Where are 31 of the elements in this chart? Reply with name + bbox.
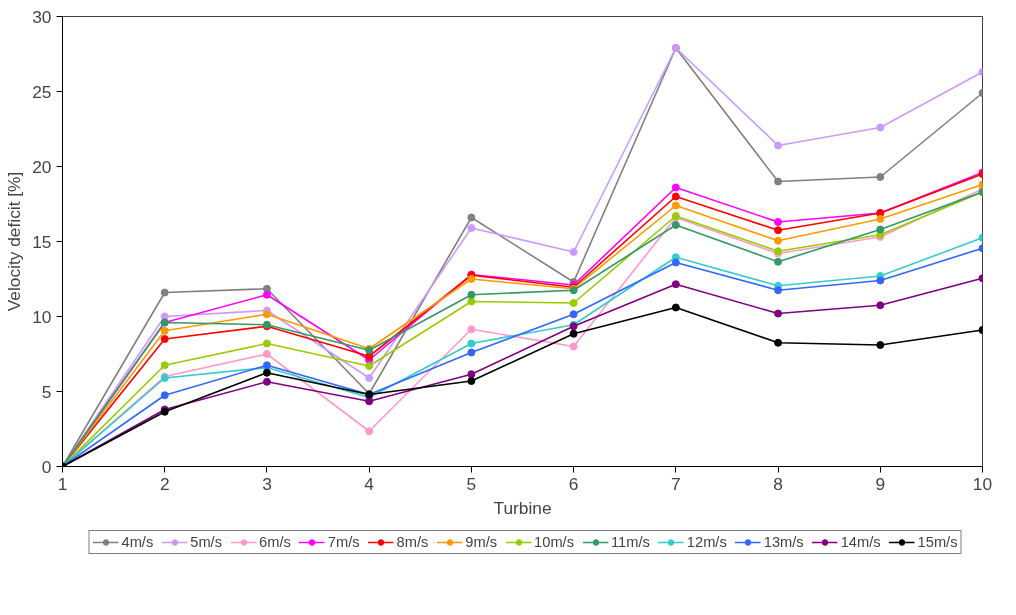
y-tick-label: 30 [32, 6, 52, 27]
y-tick-label: 10 [32, 306, 52, 327]
x-tick-label: 10 [972, 473, 993, 494]
x-tick-label: 5 [466, 473, 477, 494]
legend-label: 6m/s [259, 534, 291, 550]
legend-label: 8m/s [396, 534, 429, 550]
legend-label: 12m/s [686, 534, 727, 550]
x-tick-label: 8 [773, 473, 783, 494]
legend-label: 4m/s [121, 534, 154, 550]
y-tick-label: 25 [32, 81, 52, 102]
legend-label: 13m/s [763, 534, 804, 550]
legend-label: 10m/s [534, 534, 574, 550]
x-tick-label: 4 [364, 473, 375, 494]
legend-label: 5m/s [190, 534, 223, 550]
legend-label: 11m/s [611, 534, 650, 550]
x-tick-label: 3 [262, 473, 272, 494]
legend-label: 7m/s [327, 534, 360, 550]
y-tick-label: 20 [32, 156, 52, 177]
y-tick-label: 15 [32, 231, 52, 252]
legend-label: 9m/s [465, 534, 498, 550]
x-tick-label: 9 [875, 473, 886, 494]
y-axis-title: Velocity deficit [%] [4, 171, 25, 312]
x-tick-label: 2 [159, 473, 170, 494]
legend-label: 14m/s [840, 534, 881, 550]
legend-label: 15m/s [917, 534, 958, 550]
x-axis-title: Turbine [493, 497, 552, 518]
x-tick-label: 7 [671, 473, 681, 494]
y-tick-label: 5 [41, 381, 52, 402]
x-tick-label: 1 [57, 473, 68, 494]
x-tick-label: 6 [568, 473, 579, 494]
y-tick-label: 0 [41, 456, 52, 477]
